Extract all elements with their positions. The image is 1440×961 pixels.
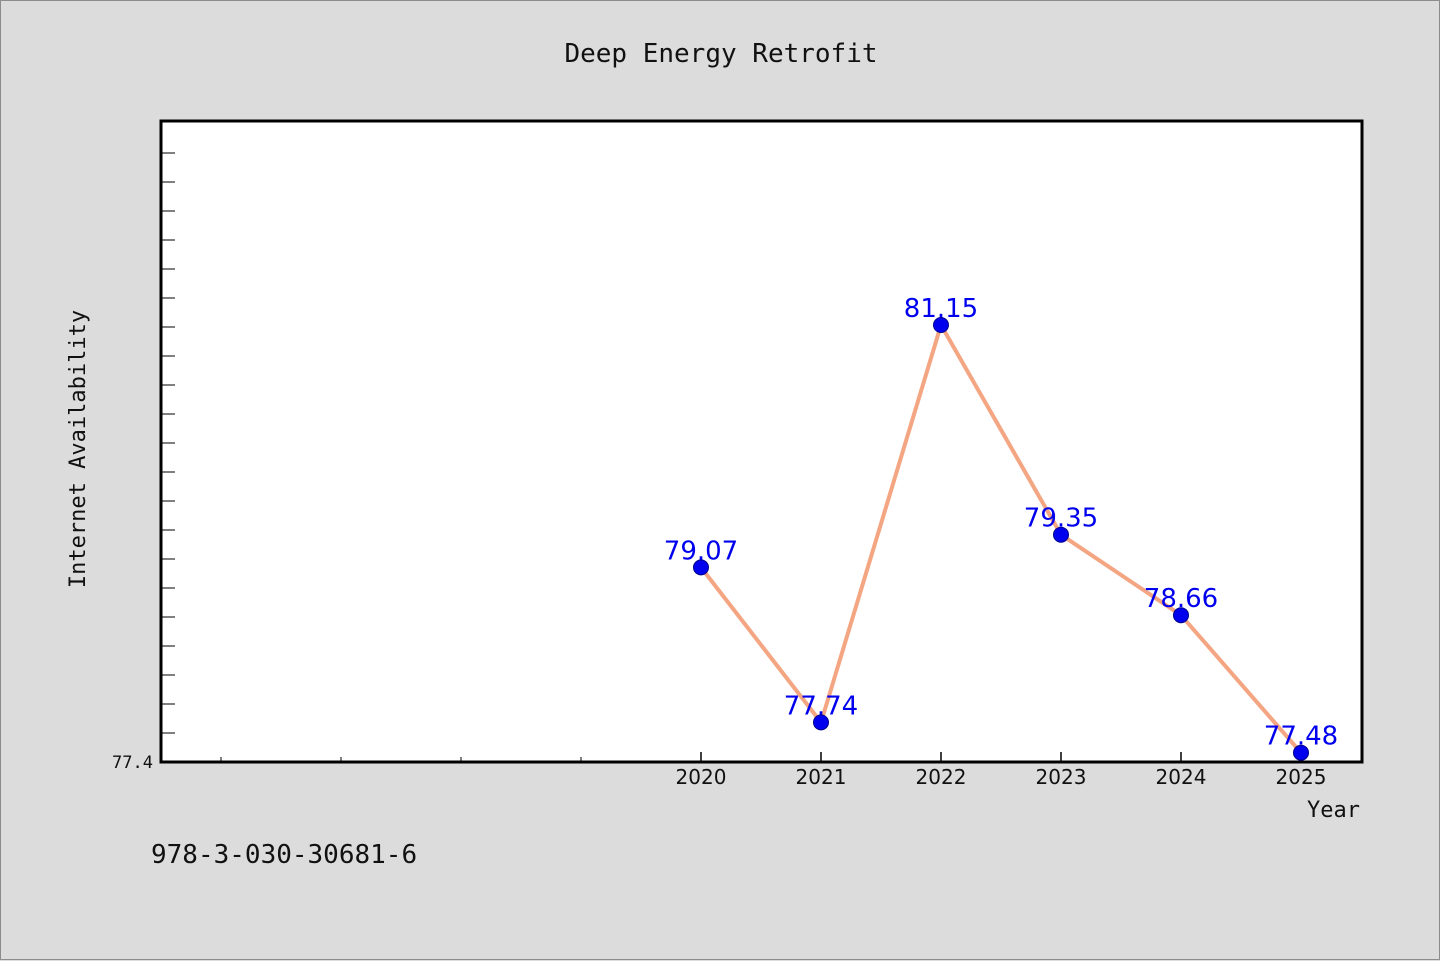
data-label: 78.66 <box>1144 584 1218 614</box>
y-axis-ticks <box>161 152 175 734</box>
data-point-group <box>693 317 1309 761</box>
data-label: 77.74 <box>784 691 858 721</box>
x-tick-label: 2025 <box>1276 765 1327 789</box>
x-axis-label: Year <box>1307 798 1360 823</box>
x-tick-label: 2024 <box>1156 765 1207 789</box>
data-label: 79.07 <box>664 536 738 566</box>
y-axis-label: Internet Availability <box>66 310 91 588</box>
data-label: 77.48 <box>1264 722 1338 752</box>
y-axis-min-label: 77.4 <box>112 753 153 773</box>
data-label: 81.15 <box>904 294 978 324</box>
x-tick-label: 2023 <box>1036 765 1087 789</box>
x-tick-label: 2022 <box>916 765 967 789</box>
data-point <box>1053 526 1069 543</box>
data-label: 79.35 <box>1024 504 1098 534</box>
x-axis-tick-labels: 2020 2021 2022 2023 2024 2025 <box>676 765 1327 789</box>
x-tick-label: 2021 <box>796 765 847 789</box>
isbn-text: 978-3-030-30681-6 <box>151 840 417 870</box>
data-point <box>933 317 949 333</box>
x-tick-label: 2020 <box>676 765 727 789</box>
data-point <box>693 559 709 576</box>
series-line-group <box>699 323 1303 755</box>
series-line <box>699 323 1303 755</box>
data-point <box>1293 744 1309 761</box>
plot-area <box>159 119 1364 764</box>
data-point <box>1173 607 1189 624</box>
data-point <box>813 714 829 731</box>
data-label-group: 79.07 77.74 81.15 79.35 78.66 77.48 <box>664 294 1338 752</box>
chart-title: Deep Energy Retrofit <box>564 39 877 69</box>
